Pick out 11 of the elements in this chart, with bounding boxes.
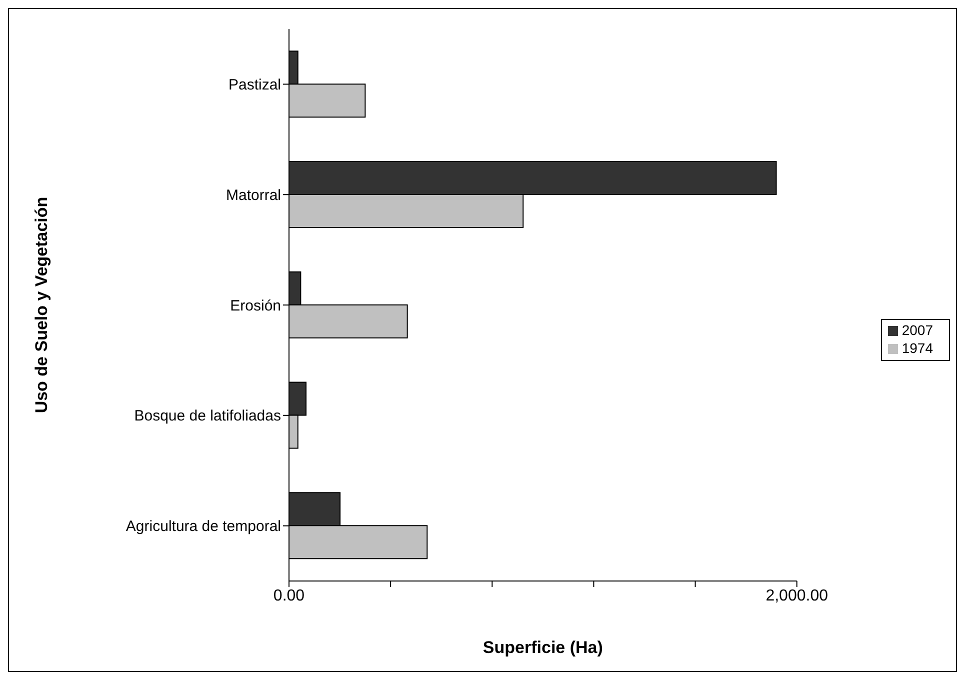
y-axis-title: Uso de Suelo y Vegetación (32, 196, 52, 414)
legend-label: 2007 (902, 322, 933, 338)
x-tick-label: 0.00 (273, 587, 305, 604)
y-tick-label: Bosque de latifoliadas (134, 408, 281, 425)
legend-label: 1974 (902, 340, 933, 356)
y-tick-label: Agricultura de temporal (126, 518, 281, 536)
y-tick-label: Erosión (230, 297, 281, 314)
y-tick-label: Pastizal (228, 76, 281, 94)
x-axis-title: Superficie (Ha) (482, 638, 603, 657)
x-tick-label: 2,000.00 (766, 587, 828, 604)
y-tick-label: Matorral (226, 186, 281, 204)
